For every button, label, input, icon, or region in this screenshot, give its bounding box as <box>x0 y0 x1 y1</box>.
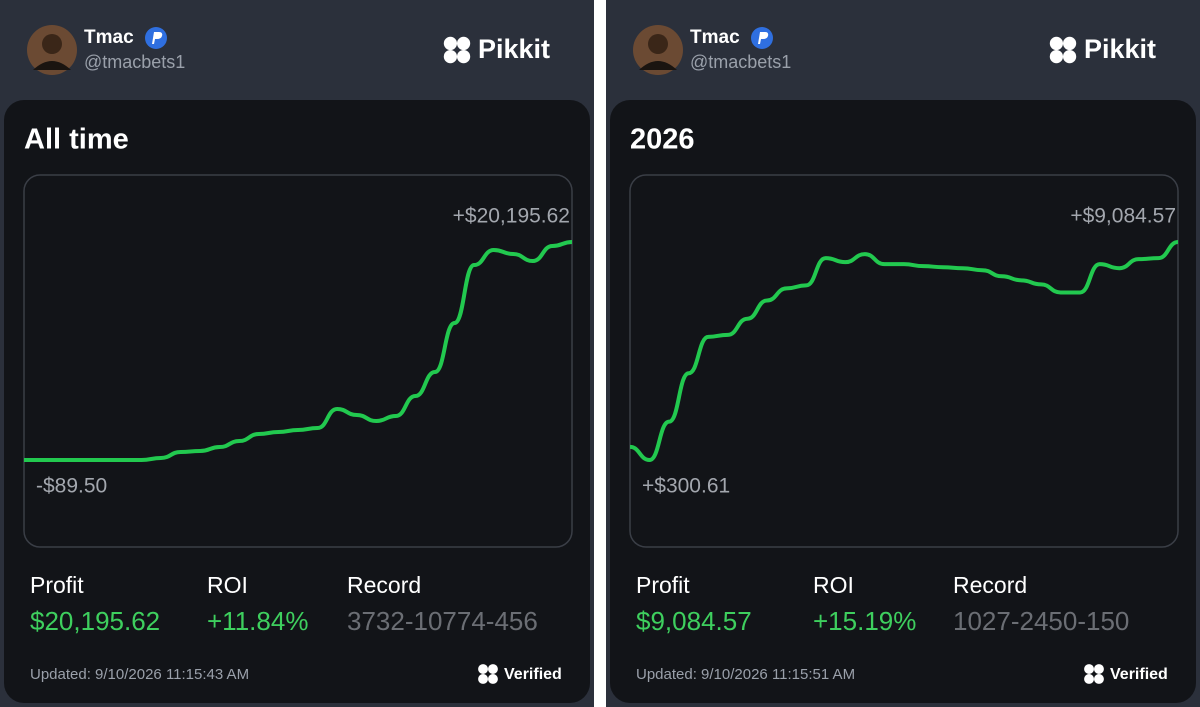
card <box>610 100 1196 703</box>
stat-value: 1027-2450-150 <box>953 606 1129 636</box>
brand-name: Pikkit <box>478 34 550 64</box>
badge-mark <box>152 32 163 44</box>
stat-label: Record <box>347 572 421 598</box>
max-label: +$20,195.62 <box>453 205 570 228</box>
user-handle: @tmacbets1 <box>84 52 185 72</box>
avatar-head <box>42 34 62 54</box>
avatar-head <box>648 34 668 54</box>
stat-label: Profit <box>636 572 690 598</box>
updated-text: Updated: 9/10/2026 11:15:43 AM <box>30 666 249 683</box>
brand-name: Pikkit <box>1084 34 1156 64</box>
clover-leaf <box>488 674 498 684</box>
stat-value: $9,084.57 <box>636 606 752 636</box>
verified-icon <box>1084 664 1104 684</box>
profit-line <box>630 240 1178 462</box>
chart-area: +$9,084.57 +$300.61 <box>630 205 1178 498</box>
stat-label: ROI <box>207 572 248 598</box>
clover-leaf <box>1049 50 1063 64</box>
stat-value: 3732-10774-456 <box>347 606 538 636</box>
clover-leaf <box>1063 36 1077 51</box>
chart-box <box>23 174 573 548</box>
updated-text: Updated: 9/10/2026 11:15:51 AM <box>636 666 855 683</box>
period-title: All time <box>24 124 129 156</box>
card-panel: Tmac @tmacbets1 Pikkit 2026 +$9,084.57 +$300.… <box>606 0 1200 707</box>
period-title: 2026 <box>630 124 695 156</box>
clover-leaf <box>443 36 457 51</box>
verified-badge <box>751 27 773 49</box>
clover-leaf <box>488 664 498 674</box>
stat-value: +15.19% <box>813 606 916 636</box>
clover-leaf <box>1094 664 1104 674</box>
stat-label: Profit <box>30 572 84 598</box>
clover-leaf <box>1049 36 1063 51</box>
verified-badge <box>145 27 167 49</box>
avatar-body <box>639 61 677 70</box>
chart-area: +$20,195.62 -$89.50 <box>24 205 572 498</box>
clover-leaf <box>457 50 471 64</box>
profit-line <box>24 240 572 463</box>
clover-leaf <box>1063 50 1077 64</box>
min-label: +$300.61 <box>642 475 730 498</box>
stat-value: $20,195.62 <box>30 606 160 636</box>
brand-icon <box>443 36 471 64</box>
clover-leaf <box>1084 664 1094 674</box>
clover-leaf <box>1094 674 1104 684</box>
verified-text: Verified <box>504 666 562 683</box>
clover-leaf <box>1084 674 1094 684</box>
card-panel: Tmac @tmacbets1 Pikkit All time +$20,195.62 -… <box>0 0 594 707</box>
chart-box <box>629 174 1179 548</box>
stat-label: Record <box>953 572 1027 598</box>
clover-leaf <box>478 664 488 674</box>
verified-icon <box>478 664 498 684</box>
stat-label: ROI <box>813 572 854 598</box>
brand-icon <box>1049 36 1077 64</box>
badge-mark <box>758 32 769 44</box>
stat-value: +11.84% <box>207 606 308 636</box>
user-name: Tmac <box>690 27 740 48</box>
card <box>4 100 590 703</box>
verified-text: Verified <box>1110 666 1168 683</box>
min-label: -$89.50 <box>36 475 107 498</box>
clover-leaf <box>478 674 488 684</box>
clover-leaf <box>457 36 471 51</box>
user-handle: @tmacbets1 <box>690 52 791 72</box>
avatar-body <box>33 61 71 70</box>
user-name: Tmac <box>84 27 134 48</box>
max-label: +$9,084.57 <box>1070 205 1176 228</box>
clover-leaf <box>443 50 457 64</box>
